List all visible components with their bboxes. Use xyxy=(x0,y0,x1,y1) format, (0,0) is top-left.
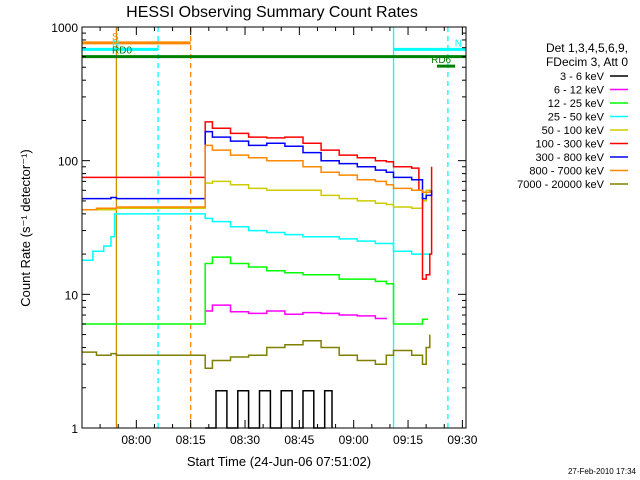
series-line-8 xyxy=(82,144,431,211)
flag-label: N xyxy=(455,38,462,49)
series-line-4 xyxy=(82,213,430,261)
series-line-9 xyxy=(82,334,431,369)
legend-label: 3 - 6 keV xyxy=(560,71,605,83)
flag-label: S xyxy=(112,32,119,43)
flag-label: N xyxy=(112,38,119,49)
legend-label: 6 - 12 keV xyxy=(554,85,605,97)
legend: Det 1,3,4,5,6,9, FDecim 3, Att 0 3 - 6 k… xyxy=(517,41,628,191)
x-tick-label: 08:30 xyxy=(230,433,260,447)
y-axis-label: Count Rate (s⁻¹ detector⁻¹) xyxy=(18,149,33,307)
generation-timestamp: 27-Feb-2010 17:34 xyxy=(568,467,637,476)
plot-frame xyxy=(81,26,467,429)
flag-label: RD6 xyxy=(431,55,451,66)
x-tick-label: 09:00 xyxy=(339,433,369,447)
legend-label: 300 - 800 keV xyxy=(536,152,605,164)
x-tick-label: 08:15 xyxy=(176,433,206,447)
legend-label: 25 - 50 keV xyxy=(548,112,605,124)
y-tick-label: 1 xyxy=(71,422,78,436)
legend-label: 100 - 300 keV xyxy=(536,139,605,151)
legend-header-line-2: FDecim 3, Att 0 xyxy=(546,55,628,69)
y-tick-label: 100 xyxy=(58,155,78,169)
y-tick-label: 10 xyxy=(65,288,79,302)
series-line-2 xyxy=(205,304,388,320)
x-tick-label: 09:15 xyxy=(393,433,423,447)
axes: 08:00 08:15 08:30 08:45 09:00 09:15 09:30 1 10 10… xyxy=(51,21,477,447)
x-axis-label: Start Time (24-Jun-06 07:51:02) xyxy=(187,454,371,469)
legend-header-line-1: Det 1,3,4,5,6,9, xyxy=(546,41,628,55)
x-tick-label: 08:00 xyxy=(121,433,151,447)
legend-label: 50 - 100 keV xyxy=(542,125,605,137)
x-tick-label: 09:30 xyxy=(447,433,477,447)
legend-label: 7000 - 20000 keV xyxy=(517,179,605,191)
x-tick-label: 08:45 xyxy=(284,433,314,447)
series-line-3 xyxy=(82,256,428,325)
series-line-6 xyxy=(82,121,433,280)
legend-label: 12 - 25 keV xyxy=(548,98,605,110)
flag-label: RD0 xyxy=(112,46,132,57)
legend-label: 800 - 7000 keV xyxy=(529,166,604,178)
chart-title: HESSI Observing Summary Count Rates xyxy=(126,4,418,21)
y-tick-label: 1000 xyxy=(51,21,78,35)
